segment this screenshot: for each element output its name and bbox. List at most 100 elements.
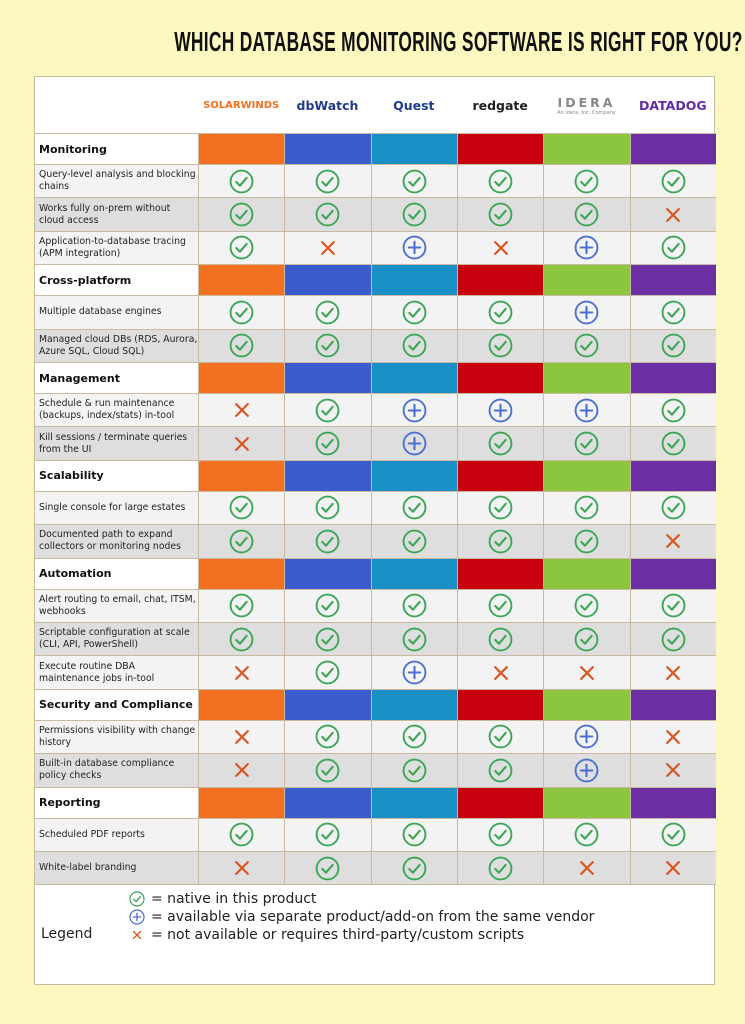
support-cell	[370, 197, 457, 231]
section-color-band	[284, 362, 371, 393]
check-icon	[402, 529, 427, 554]
support-cell	[370, 295, 457, 329]
support-cell	[198, 197, 285, 231]
check-icon	[661, 398, 686, 423]
check-icon	[575, 431, 599, 456]
support-cell	[284, 393, 371, 427]
support-cell	[457, 622, 544, 656]
support-cell	[284, 490, 371, 525]
feature-label: Scriptable configuration at scale (CLI, …	[35, 622, 198, 656]
support-cell	[284, 753, 371, 787]
vendor-logo: Quest	[371, 77, 457, 133]
support-cell	[457, 426, 544, 460]
support-cell	[370, 393, 457, 427]
vendor-name: redgate	[472, 97, 528, 113]
section-color-band	[198, 362, 285, 393]
section-color-band	[457, 688, 544, 720]
check-icon	[402, 856, 427, 881]
support-cell	[457, 719, 544, 754]
check-icon	[488, 593, 513, 618]
legend-item: = not available or requires third-party/…	[127, 926, 524, 944]
support-cell	[198, 295, 285, 329]
support-cell	[457, 197, 544, 231]
check-icon	[488, 822, 513, 847]
check-icon	[488, 202, 513, 227]
check-icon	[229, 333, 254, 358]
check-icon	[575, 169, 599, 194]
support-cell	[543, 490, 630, 525]
check-icon	[229, 822, 254, 847]
check-icon	[229, 169, 254, 194]
support-cell	[198, 719, 285, 754]
check-icon	[661, 236, 686, 260]
support-cell	[370, 230, 457, 265]
support-cell	[543, 393, 630, 427]
support-cell	[284, 197, 371, 231]
check-icon	[316, 496, 340, 520]
cross-icon	[234, 763, 249, 778]
section-color-band	[198, 459, 285, 491]
legend-title: Legend	[41, 926, 93, 943]
section-header: Cross-platform	[35, 264, 198, 296]
vendor-name: SOLARWINDS	[203, 99, 280, 111]
check-icon	[229, 529, 254, 554]
cross-icon	[580, 665, 594, 680]
section-color-band	[198, 688, 285, 720]
section-color-band	[457, 459, 544, 491]
cross-icon	[234, 403, 249, 418]
support-cell	[198, 588, 285, 622]
plus-icon	[488, 398, 513, 423]
support-cell	[370, 524, 457, 558]
comparison-table: SOLARWINDS dbWatch Quest redgate IDERA An Ide…	[34, 76, 716, 985]
feature-label: White-label branding	[35, 851, 198, 885]
section-color-band	[457, 133, 544, 164]
support-cell	[543, 655, 630, 689]
support-cell	[457, 230, 544, 265]
check-icon	[488, 496, 513, 520]
cross-icon	[666, 665, 681, 680]
check-icon	[661, 169, 686, 194]
section-color-band	[284, 264, 371, 296]
support-cell	[629, 295, 716, 329]
support-cell	[457, 753, 544, 787]
feature-label: Scheduled PDF reports	[35, 817, 198, 851]
section-color-band	[284, 459, 371, 491]
section-header: Monitoring	[35, 133, 198, 164]
cross-icon	[666, 861, 681, 876]
cross-icon	[580, 861, 594, 876]
support-cell	[457, 393, 544, 427]
legend-label: = native in this product	[151, 891, 317, 908]
check-icon	[402, 627, 427, 652]
support-cell	[370, 426, 457, 460]
feature-label: Schedule & run maintenance (backups, ind…	[35, 393, 198, 427]
support-cell	[629, 490, 716, 525]
support-cell	[198, 622, 285, 656]
check-icon	[316, 169, 340, 194]
feature-label: Application-to-database tracing (APM int…	[35, 230, 198, 265]
section-color-band	[629, 264, 716, 296]
check-icon	[575, 593, 599, 618]
section-color-band	[198, 264, 285, 296]
cross-icon	[666, 534, 681, 549]
cross-icon	[493, 241, 508, 255]
feature-label: Documented path to expand collectors or …	[35, 524, 198, 558]
check-icon	[575, 529, 599, 554]
support-cell	[198, 817, 285, 851]
section-color-band	[457, 264, 544, 296]
support-cell	[543, 753, 630, 787]
cross-icon	[493, 665, 508, 680]
check-icon	[575, 822, 599, 847]
plus-icon	[129, 909, 145, 925]
check-icon	[316, 300, 340, 325]
check-icon	[488, 529, 513, 554]
check-icon	[575, 496, 599, 520]
check-icon	[402, 300, 427, 325]
support-cell	[629, 588, 716, 622]
cross-icon	[666, 730, 681, 744]
cross-icon	[234, 730, 249, 744]
section-color-band	[284, 786, 371, 818]
support-cell	[457, 490, 544, 525]
vendor-name: Quest	[393, 97, 435, 113]
cross-icon	[321, 241, 335, 255]
check-icon	[402, 822, 427, 847]
